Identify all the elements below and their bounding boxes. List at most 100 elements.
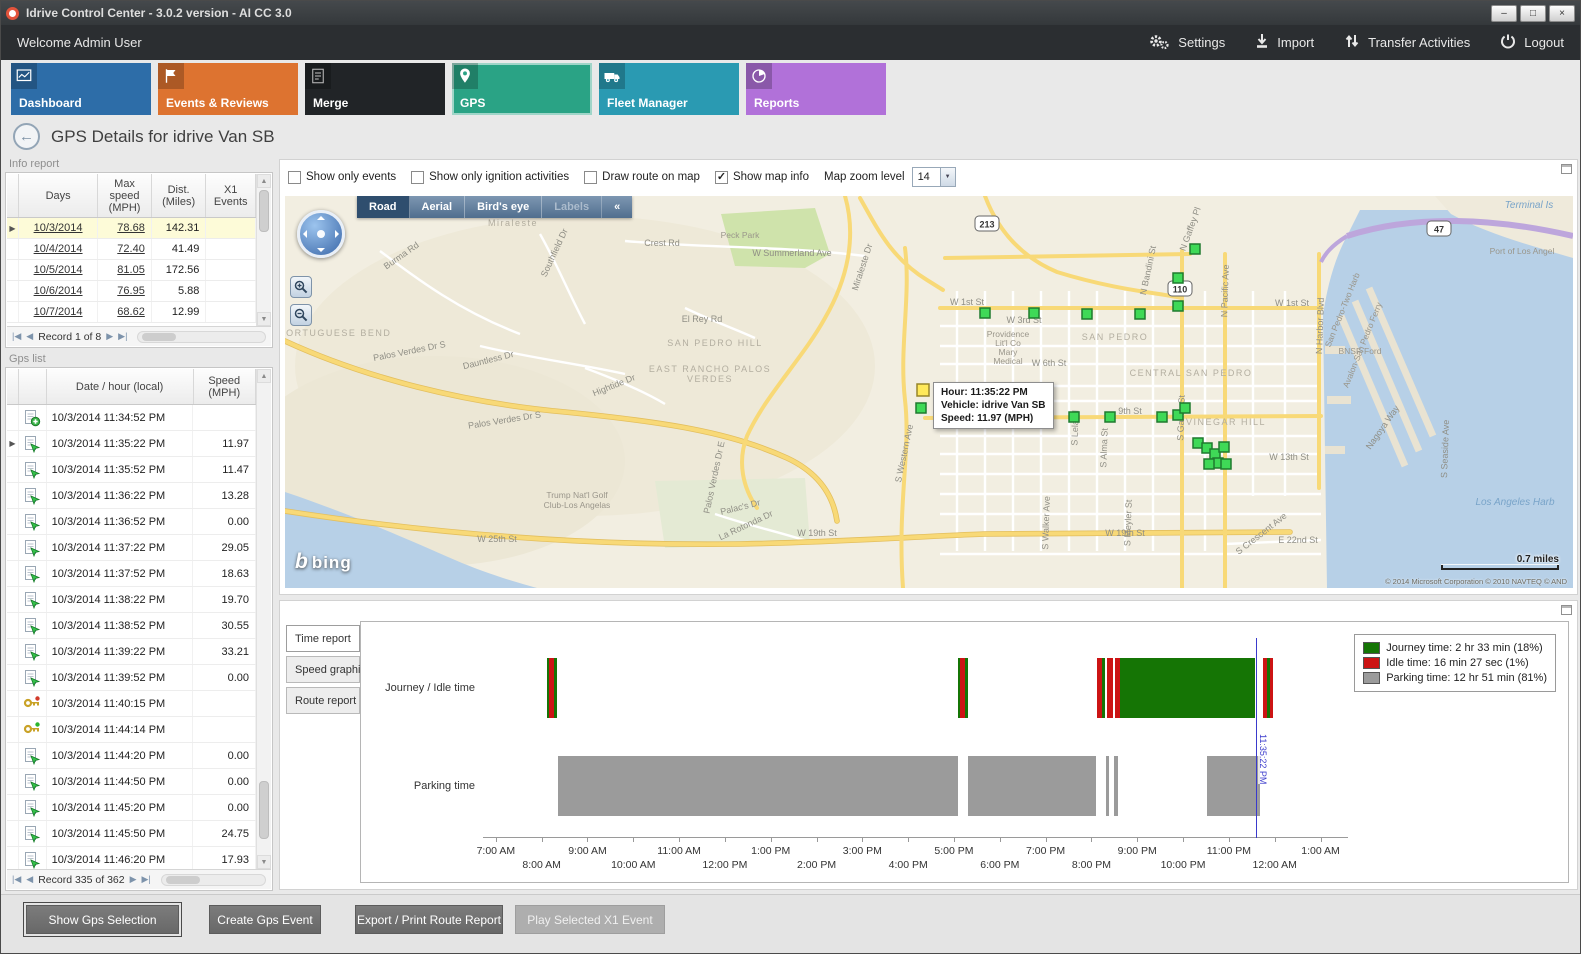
compass-east-icon[interactable] (335, 230, 339, 238)
max-speed-link[interactable]: 81.05 (117, 264, 145, 276)
compass-center[interactable] (317, 230, 325, 238)
header-cell[interactable]: Max speed (MPH) (98, 174, 152, 217)
gps-list-row[interactable]: 10/3/2014 11:38:52 PM 30.55 (7, 613, 256, 639)
day-cell[interactable]: 10/4/2014 (19, 239, 99, 259)
play-selected-x1-event-button[interactable]: Play Selected X1 Event (515, 905, 665, 934)
gps-marker[interactable] (1068, 411, 1080, 423)
day-link[interactable]: 10/7/2014 (33, 306, 83, 318)
gps-list-row[interactable]: 10/3/2014 11:36:52 PM 0.00 (7, 509, 256, 535)
gps-marker[interactable] (1189, 243, 1201, 255)
gps-marker[interactable] (1172, 409, 1184, 421)
checkbox-unchecked[interactable] (288, 170, 301, 184)
export-print-route-report-button[interactable]: Export / Print Route Report (355, 905, 503, 934)
gps-marker[interactable] (1220, 458, 1232, 470)
minimize-button[interactable]: – (1491, 4, 1517, 22)
map-zoom-in-button[interactable] (290, 276, 312, 298)
gps-marker[interactable] (1218, 441, 1230, 453)
back-button[interactable]: ← (13, 123, 40, 150)
header-cell[interactable]: Dist. (Miles) (152, 174, 207, 217)
tab-route-report[interactable]: Route report (286, 687, 360, 714)
checkbox-unchecked[interactable] (584, 170, 598, 184)
map-tab-birdseye[interactable]: Bird's eye (465, 196, 543, 218)
gps-marker[interactable] (1172, 300, 1184, 312)
pager-scrollbar[interactable] (160, 873, 266, 886)
day-cell[interactable]: 10/5/2014 (19, 260, 99, 280)
gps-list-row[interactable]: 10/3/2014 11:44:20 PM 0.00 (7, 743, 256, 769)
checkbox-checked[interactable]: ✓ (714, 170, 728, 184)
map-tab-road[interactable]: Road (357, 196, 410, 218)
gps-list-row[interactable]: 10/3/2014 11:44:14 PM (7, 717, 256, 743)
collapse-panel-icon[interactable] (1561, 605, 1572, 615)
map-option-checkbox[interactable]: Show only events (288, 170, 396, 184)
gps-marker[interactable] (1081, 308, 1093, 320)
header-cell[interactable]: Date / hour (local) (47, 369, 194, 404)
gps-list-row[interactable]: 10/3/2014 11:38:22 PM 19.70 (7, 587, 256, 613)
selected-gps-marker[interactable] (916, 383, 930, 397)
gps-marker[interactable] (1203, 458, 1215, 470)
scroll-up-icon[interactable]: ▲ (257, 174, 271, 188)
pager-last-icon[interactable]: ▶| (141, 874, 151, 884)
tab-gps[interactable]: GPS (452, 62, 592, 115)
day-link[interactable]: 10/4/2014 (33, 243, 83, 255)
info-report-scrollbar[interactable]: ▲ ▼ (256, 174, 271, 326)
info-report-row[interactable]: 10/7/2014 68.62 12.99 (7, 302, 256, 323)
day-cell[interactable]: 10/6/2014 (19, 281, 99, 301)
gps-list-row[interactable]: ▶ 10/3/2014 11:35:22 PM 11.97 (7, 431, 256, 457)
max-speed-link[interactable]: 68.62 (117, 306, 145, 318)
info-report-row[interactable]: 10/5/2014 81.05 172.56 (7, 260, 256, 281)
gps-list-row[interactable]: 10/3/2014 11:37:52 PM 18.63 (7, 561, 256, 587)
map-canvas[interactable]: Miraleste Peck Park W Summerland Ave Crest … (285, 196, 1573, 588)
checkbox-unchecked[interactable] (411, 170, 425, 184)
settings-button[interactable]: Settings (1148, 33, 1225, 53)
max-speed-cell[interactable]: 78.68 (98, 218, 152, 238)
max-speed-link[interactable]: 78.68 (117, 222, 145, 234)
pager-prev-icon[interactable]: ◀ (26, 874, 34, 884)
header-cell[interactable]: Speed (MPH) (194, 369, 256, 404)
compass-north-icon[interactable] (317, 216, 325, 220)
header-cell[interactable]: Days (19, 174, 99, 217)
map-tabs-collapse-icon[interactable]: « (614, 201, 621, 213)
gps-list-row[interactable]: 10/3/2014 11:35:52 PM 11.47 (7, 457, 256, 483)
max-speed-cell[interactable]: 68.62 (98, 302, 152, 322)
day-link[interactable]: 10/3/2014 (33, 222, 83, 234)
max-speed-cell[interactable]: 72.40 (98, 239, 152, 259)
tab-events-reviews[interactable]: Events & Reviews (158, 62, 298, 115)
tab-time-report[interactable]: Time report (286, 625, 360, 652)
max-speed-link[interactable]: 76.95 (117, 285, 145, 297)
scroll-down-icon[interactable]: ▼ (257, 855, 271, 869)
gps-list-row[interactable]: 10/3/2014 11:34:52 PM (7, 405, 256, 431)
gps-marker[interactable] (979, 307, 991, 319)
map-compass[interactable] (297, 210, 345, 258)
scroll-up-icon[interactable]: ▲ (257, 369, 271, 383)
map-zoom-out-button[interactable] (290, 304, 312, 326)
scroll-down-icon[interactable]: ▼ (257, 312, 271, 326)
gps-list-row[interactable]: 10/3/2014 11:36:22 PM 13.28 (7, 483, 256, 509)
tab-dashboard[interactable]: Dashboard (11, 62, 151, 115)
map-tab-labels[interactable]: Labels (542, 196, 603, 218)
pager-next-icon[interactable]: ▶ (106, 331, 114, 341)
gps-list-row[interactable]: 10/3/2014 11:39:52 PM 0.00 (7, 665, 256, 691)
day-cell[interactable]: 10/7/2014 (19, 302, 99, 322)
compass-south-icon[interactable] (317, 248, 325, 252)
gps-marker[interactable] (915, 402, 927, 414)
tab-fleet-manager[interactable]: Fleet Manager (599, 62, 739, 115)
map-option-checkbox[interactable]: ✓ Show map info (714, 170, 809, 184)
info-report-row[interactable]: 10/4/2014 72.40 41.49 (7, 239, 256, 260)
gps-marker[interactable] (1028, 307, 1040, 319)
zoom-level-select[interactable]: 14 ▼ (911, 167, 956, 187)
day-link[interactable]: 10/6/2014 (33, 285, 83, 297)
gps-list-row[interactable]: 10/3/2014 11:37:22 PM 29.05 (7, 535, 256, 561)
map-option-checkbox[interactable]: Draw route on map (584, 170, 700, 184)
info-report-row[interactable]: 10/6/2014 76.95 5.88 (7, 281, 256, 302)
maximize-button[interactable]: □ (1520, 4, 1546, 22)
gps-list-row[interactable]: 10/3/2014 11:45:50 PM 24.75 (7, 821, 256, 847)
map[interactable]: Miraleste Peck Park W Summerland Ave Crest … (285, 196, 1573, 588)
map-option-checkbox[interactable]: Show only ignition activities (411, 170, 569, 184)
pager-first-icon[interactable]: |◀ (12, 331, 22, 341)
gps-list-row[interactable]: 10/3/2014 11:40:15 PM (7, 691, 256, 717)
gps-marker[interactable] (1104, 411, 1116, 423)
map-tab-aerial[interactable]: Aerial (410, 196, 466, 218)
gps-marker[interactable] (1201, 442, 1213, 454)
gps-marker[interactable] (1134, 308, 1146, 320)
pager-next-icon[interactable]: ▶ (129, 874, 137, 884)
